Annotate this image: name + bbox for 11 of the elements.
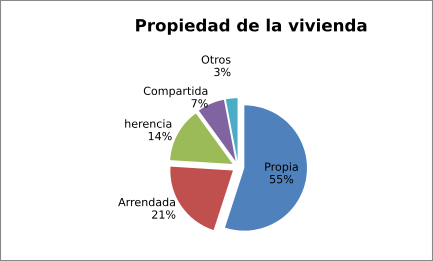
data-label: 55% xyxy=(270,174,294,184)
slice-label: Otros xyxy=(202,55,231,64)
data-label: 21% xyxy=(152,210,176,219)
data-label: 3% xyxy=(214,68,230,76)
slice-label: herencia xyxy=(125,119,172,128)
chart-title: Propiedad de la vivienda xyxy=(136,18,366,35)
slice-label: Compartida xyxy=(144,86,208,98)
data-label: 14% xyxy=(148,132,172,140)
slice-label: Arrendada xyxy=(118,198,175,206)
slice-label: Propia xyxy=(265,162,298,174)
data-label: 7% xyxy=(192,99,208,108)
